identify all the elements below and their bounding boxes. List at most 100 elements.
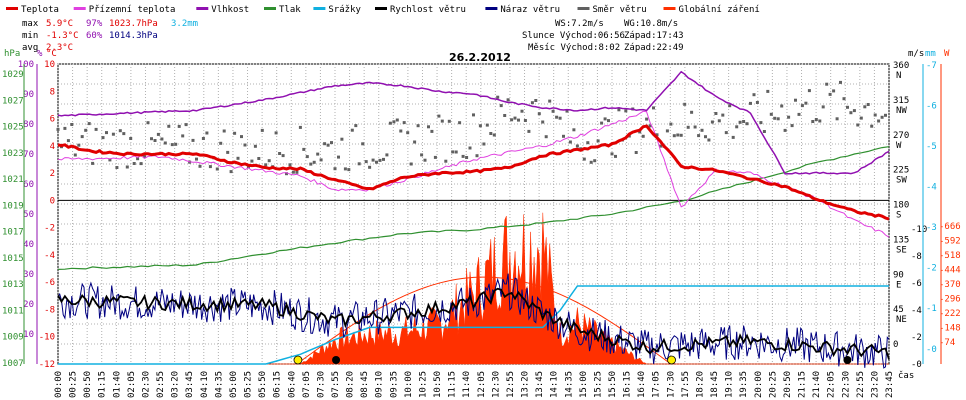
info-ws: WS:7.2m/s xyxy=(555,19,604,29)
wind-direction-point xyxy=(153,139,157,142)
legend-label: Teplota xyxy=(21,5,59,15)
wind-direction-point xyxy=(388,121,392,125)
wind-direction-point xyxy=(856,123,860,127)
x-tick: 15:00 xyxy=(579,371,589,398)
x-tick: 20:50 xyxy=(783,371,793,398)
wind-direction-point xyxy=(430,129,434,133)
degc-tick: 8 xyxy=(50,87,55,97)
rain-line xyxy=(58,285,889,365)
stat-min-hum: 60% xyxy=(86,31,103,41)
wind-direction-point xyxy=(659,144,662,148)
x-tick: 10:50 xyxy=(433,371,443,398)
direction-tick: 360 xyxy=(893,61,909,71)
x-tick: 04:35 xyxy=(214,371,224,398)
wind-direction-point xyxy=(496,95,500,99)
wind-direction-point xyxy=(337,155,340,159)
wind-direction-point xyxy=(641,134,645,138)
wind-direction-point xyxy=(669,122,673,126)
wind-direction-point xyxy=(783,128,787,132)
x-tick: 20:25 xyxy=(768,371,778,398)
wind-direction-point xyxy=(291,170,295,174)
stat-avg-temp: 2.3°C xyxy=(46,43,73,53)
x-tick: 17:55 xyxy=(681,371,691,398)
wind-direction-point xyxy=(312,160,316,164)
wind-direction-point xyxy=(357,162,361,166)
stat-min-label: min xyxy=(22,31,38,41)
wind-direction-point xyxy=(361,142,365,146)
wind-direction-point xyxy=(195,157,198,161)
direction-tick-letter: S xyxy=(896,211,901,221)
wind-direction-point xyxy=(264,163,268,167)
wind-direction-point xyxy=(832,89,836,93)
wind-direction-point xyxy=(773,116,777,120)
legend-swatch xyxy=(264,7,276,10)
wind-direction-point xyxy=(759,121,763,125)
wind-direction-point xyxy=(150,137,153,141)
x-tick: 17:05 xyxy=(652,371,662,398)
wind-direction-point xyxy=(530,101,534,105)
legend-swatch xyxy=(663,7,676,10)
x-tick: 22:05 xyxy=(827,371,837,398)
wind-direction-point xyxy=(787,115,791,119)
ms-tick: -4 xyxy=(911,306,922,316)
wind-direction-point xyxy=(790,124,794,128)
direction-tick: 180 xyxy=(893,201,909,211)
ms-axis-label: m/s xyxy=(908,49,924,59)
wind-direction-point xyxy=(742,120,746,123)
mm-tick: -6 xyxy=(926,102,937,112)
x-tick: 05:50 xyxy=(258,371,268,398)
temperature-line xyxy=(57,124,890,221)
wind-direction-point xyxy=(586,141,590,145)
wind-direction-point xyxy=(821,105,825,109)
legend-swatch xyxy=(313,7,326,10)
wind-direction-point xyxy=(555,115,559,119)
info-moonset: Západ:22:49 xyxy=(624,43,684,53)
wind-direction-point xyxy=(416,124,420,128)
wind-direction-point xyxy=(305,155,309,159)
wind-direction-point xyxy=(240,135,243,139)
x-tick: 16:15 xyxy=(623,371,633,398)
wind-direction-point xyxy=(503,114,507,117)
hpa-tick: 1019 xyxy=(2,201,24,211)
wind-direction-point xyxy=(399,129,403,133)
wind-direction-point xyxy=(326,143,330,147)
wind-direction-point xyxy=(541,120,545,124)
wind-direction-point xyxy=(177,124,181,128)
wind-direction-point xyxy=(437,114,441,118)
degc-tick: -4 xyxy=(44,251,55,261)
wind-direction-point xyxy=(288,163,292,167)
wind-direction-point xyxy=(558,116,562,120)
mm-tick: -3 xyxy=(926,223,937,233)
direction-tick-letter: SW xyxy=(896,176,907,186)
wind-direction-point xyxy=(800,104,804,108)
wind-direction-point xyxy=(704,135,707,139)
wind-direction-point xyxy=(489,132,493,135)
degc-tick: -12 xyxy=(39,360,55,370)
wind-direction-point xyxy=(378,158,382,162)
wind-direction-point xyxy=(101,136,105,140)
wind-direction-point xyxy=(233,131,237,135)
degc-tick: 2 xyxy=(50,169,55,179)
wind-direction-point xyxy=(160,137,164,141)
wind-direction-point xyxy=(257,157,261,160)
wind-direction-point xyxy=(167,124,171,128)
legend-swatch xyxy=(6,7,18,10)
wind-direction-point xyxy=(818,119,822,123)
wind-direction-point xyxy=(814,118,818,121)
x-tick: 04:10 xyxy=(200,371,210,398)
wind-direction-point xyxy=(568,140,572,144)
wind-direction-point xyxy=(492,133,496,137)
mm-tick: -5 xyxy=(926,142,937,152)
wind-speed-line xyxy=(57,287,890,360)
wind-direction-point xyxy=(340,137,344,141)
wind-direction-point xyxy=(728,104,732,108)
info-moonrise: Měsíc Východ:8:02 xyxy=(528,43,620,53)
ms-tick: -6 xyxy=(911,279,922,289)
wind-direction-point xyxy=(835,117,839,121)
x-tick: 00:50 xyxy=(83,371,93,398)
radiation-clear-sky-line xyxy=(296,276,672,365)
wind-direction-point xyxy=(440,119,444,123)
wind-direction-point xyxy=(700,128,704,132)
direction-tick: 0 xyxy=(893,340,898,350)
info-sunrise: Slunce Východ:06:56 xyxy=(522,31,625,41)
